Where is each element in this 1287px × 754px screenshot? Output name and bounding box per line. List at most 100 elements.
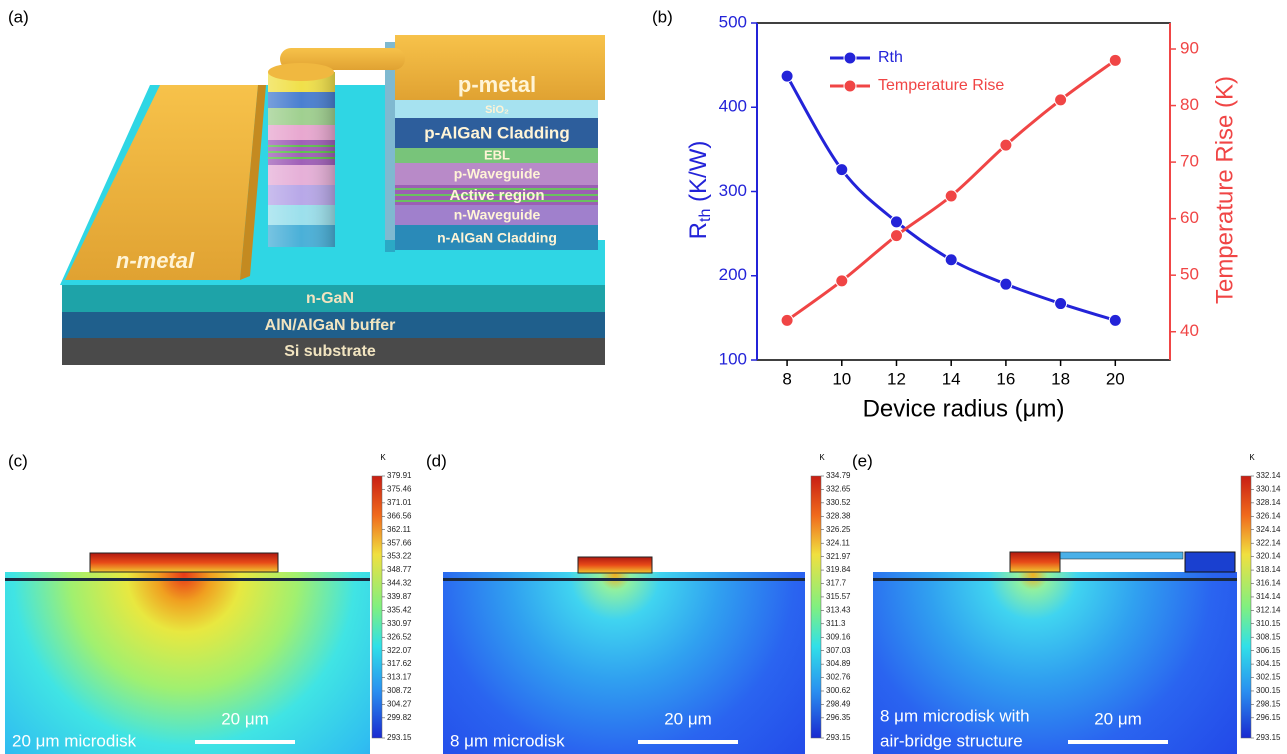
x-tick-label: 18 bbox=[1051, 369, 1070, 388]
colorbar-label: 311.3 bbox=[826, 619, 846, 628]
y-tick-label: 200 bbox=[719, 265, 747, 284]
colorbar-label: 307.03 bbox=[826, 646, 851, 655]
x-tick-label: 14 bbox=[942, 369, 961, 388]
colorbar-label: 313.43 bbox=[826, 606, 851, 615]
colorbar-label: 314.14 bbox=[1256, 592, 1281, 601]
y2-tick-label: 80 bbox=[1180, 95, 1199, 114]
layer-label: Active region bbox=[449, 187, 544, 204]
y-tick-label: 300 bbox=[719, 181, 747, 200]
heat-maps bbox=[5, 552, 1237, 754]
colorbar-label: 298.15 bbox=[1256, 700, 1281, 709]
legend-label: Rth bbox=[878, 49, 903, 66]
data-point bbox=[945, 254, 957, 266]
colorbar-label: 319.84 bbox=[826, 565, 851, 574]
colorbar-unit: K bbox=[819, 453, 825, 462]
data-point bbox=[836, 275, 848, 287]
colorbar-label: 296.15 bbox=[1256, 713, 1281, 722]
layer-label: p-metal bbox=[458, 72, 536, 97]
colorbar-label: 317.62 bbox=[387, 659, 412, 668]
layer-label: p-Waveguide bbox=[454, 166, 541, 182]
y-axis-title-part: R bbox=[685, 222, 712, 239]
data-point bbox=[1055, 298, 1067, 310]
y2-tick-label: 60 bbox=[1180, 208, 1199, 227]
colorbar bbox=[372, 476, 382, 738]
colorbar-label: 328.38 bbox=[826, 511, 851, 520]
colorbar-label: 300.15 bbox=[1256, 686, 1281, 695]
panel-label: (a) bbox=[8, 7, 29, 26]
colorbar-label: 348.77 bbox=[387, 565, 412, 574]
shape bbox=[578, 557, 652, 573]
colorbar-label: 339.87 bbox=[387, 592, 412, 601]
colorbar-unit: K bbox=[380, 453, 386, 462]
colorbar-label: 321.97 bbox=[826, 552, 851, 561]
colorbar-label: 299.82 bbox=[387, 713, 412, 722]
shape bbox=[873, 578, 1237, 581]
colorbar-label: 300.62 bbox=[826, 686, 851, 695]
data-point bbox=[1109, 314, 1121, 326]
colorbar-label: 322.07 bbox=[387, 646, 412, 655]
colorbar-label: 309.16 bbox=[826, 632, 851, 641]
colorbar-label: 375.46 bbox=[387, 485, 412, 494]
colorbar-label: 362.11 bbox=[387, 525, 411, 534]
y2-tick-label: 50 bbox=[1180, 265, 1199, 284]
colorbar-label: 302.15 bbox=[1256, 673, 1281, 682]
data-point bbox=[1000, 139, 1012, 151]
panel-label: (d) bbox=[426, 451, 447, 470]
scale-bar-label: 20 μm bbox=[221, 709, 269, 728]
colorbar-label: 334.79 bbox=[826, 471, 851, 480]
y-tick-label: 100 bbox=[719, 349, 747, 368]
colorbar-label: 306.15 bbox=[1256, 646, 1281, 655]
colorbar-label: 330.14 bbox=[1256, 485, 1281, 494]
shape bbox=[873, 572, 1237, 754]
y-axis-title-part: th bbox=[697, 209, 714, 222]
shape bbox=[385, 42, 395, 252]
scale-bar-label: 20 μm bbox=[664, 709, 712, 728]
colorbar-label: 324.11 bbox=[826, 538, 850, 547]
colorbar-label: 317.7 bbox=[826, 579, 847, 588]
x-tick-label: 12 bbox=[887, 369, 906, 388]
shape bbox=[90, 553, 278, 572]
colorbar-label: 357.66 bbox=[387, 538, 412, 547]
y2-tick-label: 40 bbox=[1180, 321, 1199, 340]
shape bbox=[443, 578, 805, 581]
x-tick-label: 20 bbox=[1106, 369, 1125, 388]
layer-label: p-AlGaN Cladding bbox=[424, 123, 569, 142]
layer-label: AlN/AlGaN buffer bbox=[265, 317, 396, 334]
colorbar-label: 310.15 bbox=[1256, 619, 1281, 628]
colorbar bbox=[811, 476, 821, 738]
x-tick-label: 16 bbox=[996, 369, 1015, 388]
colorbar-label: 379.91 bbox=[387, 471, 412, 480]
colorbar-label: 371.01 bbox=[387, 498, 412, 507]
shape bbox=[1185, 552, 1235, 572]
data-point bbox=[781, 314, 793, 326]
caption: air-bridge structure bbox=[880, 731, 1023, 750]
caption: 20 μm microdisk bbox=[12, 731, 137, 750]
colorbar-label: 366.56 bbox=[387, 511, 412, 520]
legend-marker bbox=[844, 80, 856, 92]
y2-tick-label: 90 bbox=[1180, 38, 1199, 57]
colorbar-label: 315.57 bbox=[826, 592, 851, 601]
colorbar-label: 304.89 bbox=[826, 659, 851, 668]
x-tick-label: 10 bbox=[832, 369, 851, 388]
panel-label: (e) bbox=[852, 451, 873, 470]
shape bbox=[5, 572, 370, 754]
layer-label: Si substrate bbox=[284, 343, 376, 360]
layer-label: n-GaN bbox=[306, 290, 354, 307]
caption: 8 μm microdisk bbox=[450, 731, 565, 750]
layer-label: n-AlGaN Cladding bbox=[437, 230, 557, 246]
colorbar-label: 312.14 bbox=[1256, 606, 1281, 615]
scale-bar-label: 20 μm bbox=[1094, 709, 1142, 728]
colorbar-unit: K bbox=[1249, 453, 1255, 462]
legend-marker bbox=[844, 52, 856, 64]
colorbar-label: 344.32 bbox=[387, 579, 412, 588]
data-point bbox=[1109, 54, 1121, 66]
x-axis-title: Device radius (μm) bbox=[863, 395, 1065, 422]
colorbar-label: 308.15 bbox=[1256, 632, 1281, 641]
panel-label: (c) bbox=[8, 451, 28, 470]
legend-label: Temperature Rise bbox=[878, 77, 1004, 94]
colorbar-label: 353.22 bbox=[387, 552, 412, 561]
colorbar-label: 313.17 bbox=[387, 673, 412, 682]
figure: (a) p-metal SiO₂ p-AlGaN Cladding EBL p-… bbox=[0, 0, 1287, 754]
layer-label: n-metal bbox=[116, 248, 195, 273]
